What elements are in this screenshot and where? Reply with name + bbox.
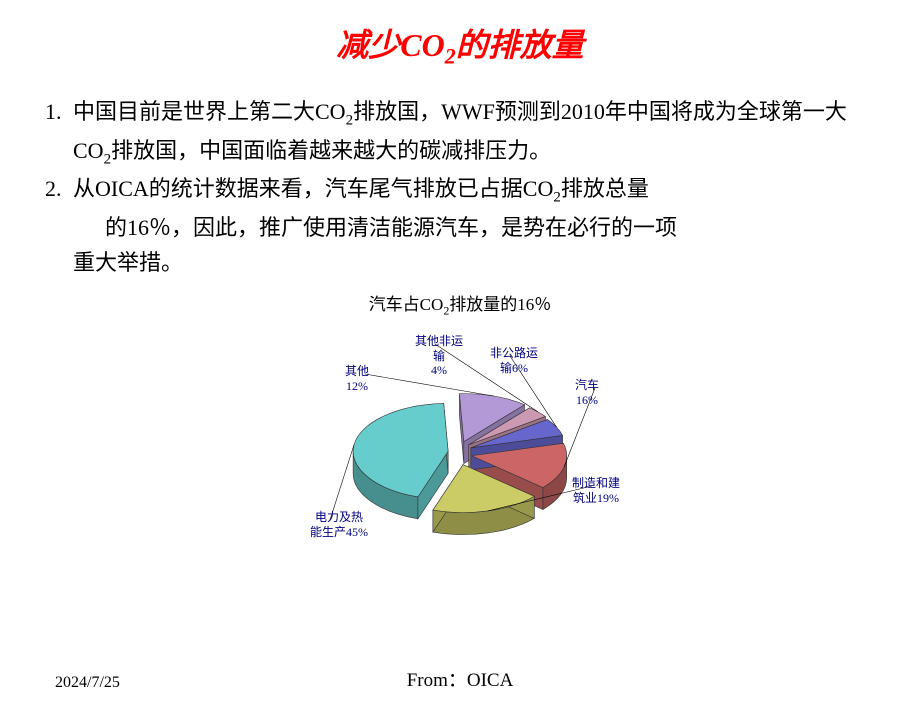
pie-chart: 汽车16% 制造和建筑业19% 电力及热能生产45% 其他12% 其他非运输4% 非公路运… bbox=[260, 328, 660, 548]
pie-slice-label: 制造和建筑业19% bbox=[572, 476, 620, 505]
para-2-line2: 的16％，因此，推广使用清洁能源汽车，是势在必行的一项 bbox=[105, 210, 875, 245]
para-2: 2. 从OICA的统计数据来看，汽车尾气排放已占据CO2排放总量 的16％，因此… bbox=[45, 171, 875, 280]
pie-slice-label: 非公路运输6% bbox=[490, 346, 538, 375]
para-1: 1. 中国目前是世界上第二大CO2排放国，WWF预测到2010年中国将成为全球第… bbox=[45, 94, 875, 171]
para-2-line3: 重大举措。 bbox=[73, 245, 875, 280]
para-1-body: 中国目前是世界上第二大CO2排放国，WWF预测到2010年中国将成为全球第一大C… bbox=[73, 94, 875, 171]
pie-slice-label: 其他12% bbox=[345, 364, 369, 393]
para-2-num: 2. bbox=[45, 171, 62, 206]
page-title: 减少CO2的排放量 bbox=[0, 20, 920, 69]
pie-slice-label: 汽车16% bbox=[575, 378, 599, 407]
chart-title: 汽车占CO2排放量的16％ bbox=[0, 290, 920, 318]
footer-source: From：OICA bbox=[0, 665, 920, 692]
body-text: 1. 中国目前是世界上第二大CO2排放国，WWF预测到2010年中国将成为全球第… bbox=[0, 94, 920, 280]
pie-slice-label: 其他非运输4% bbox=[415, 334, 463, 377]
pie-slice-label: 电力及热能生产45% bbox=[310, 510, 368, 539]
para-1-num: 1. bbox=[45, 94, 62, 129]
para-2-line1: 从OICA的统计数据来看，汽车尾气排放已占据CO2排放总量 bbox=[73, 171, 875, 209]
